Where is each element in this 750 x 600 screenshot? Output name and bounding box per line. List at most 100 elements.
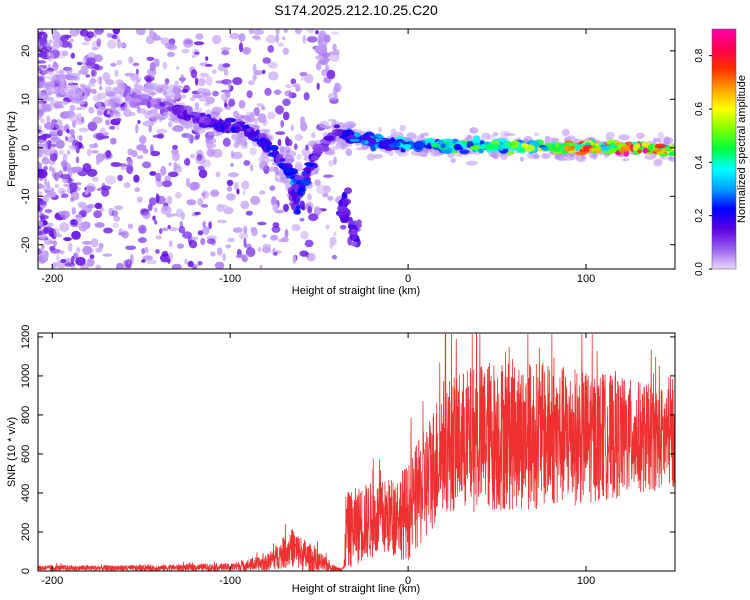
spectrogram-blob bbox=[256, 103, 265, 107]
spectrogram-blob bbox=[340, 217, 346, 223]
spectrogram-blob bbox=[196, 87, 207, 95]
spectrogram-blob bbox=[284, 158, 295, 162]
spectrogram-blob bbox=[257, 113, 267, 123]
spectrogram-blob bbox=[115, 117, 122, 122]
spectrogram-blob bbox=[147, 203, 153, 211]
spectrogram-blob bbox=[231, 126, 237, 133]
spectrogram-blob bbox=[149, 171, 157, 176]
spectrogram-blob bbox=[89, 254, 95, 260]
spectrogram-blob bbox=[574, 151, 587, 156]
spectrogram-blob bbox=[65, 73, 73, 81]
snr-y-tick-label: 0 bbox=[20, 568, 32, 574]
spectrogram-blob bbox=[64, 136, 69, 142]
spectrogram-blob bbox=[300, 230, 309, 240]
spectrogram-blob bbox=[266, 34, 276, 44]
spectrogram-blob bbox=[610, 147, 617, 154]
spectrogram-blob bbox=[283, 203, 289, 212]
spectrogram-blob bbox=[46, 115, 51, 123]
spectrogram-blob bbox=[125, 245, 137, 251]
spectrogram-blob bbox=[531, 140, 540, 148]
spectrogram-blob bbox=[299, 200, 305, 210]
spectrogram-blob bbox=[82, 245, 93, 256]
spectrogram-blob bbox=[39, 37, 48, 47]
spectrogram-blob bbox=[188, 236, 199, 240]
spectrogram-blob bbox=[236, 188, 240, 195]
spectrogram-blob bbox=[77, 135, 83, 140]
spectrogram-blob bbox=[210, 251, 216, 257]
spectrogram-blob bbox=[155, 172, 162, 182]
colorbar-tick-label: 0.0 bbox=[694, 262, 705, 276]
spectrogram-blob bbox=[42, 194, 50, 203]
spectrogram-blob bbox=[277, 42, 284, 47]
spectrogram-blob bbox=[71, 230, 81, 240]
snr-y-label: SNR (10 * v/v) bbox=[6, 417, 18, 487]
spectrogram-blob bbox=[541, 153, 551, 159]
spectrogram-blob bbox=[290, 78, 297, 85]
spectrogram-blob bbox=[54, 101, 63, 109]
spectrogram-blob bbox=[533, 132, 540, 137]
spectrogram-blob bbox=[324, 150, 336, 156]
spectrogram-blob bbox=[69, 29, 80, 37]
snr-x-tick-label: 100 bbox=[577, 575, 595, 587]
spectrogram-blob bbox=[155, 249, 160, 254]
spectrogram-blob bbox=[415, 141, 425, 149]
spectrogram-blob bbox=[38, 129, 42, 133]
spectrogram-blob bbox=[282, 47, 289, 55]
spectrogram-blob bbox=[62, 50, 69, 57]
spectrogram-blob bbox=[116, 83, 127, 91]
spectrogram-blob bbox=[232, 77, 243, 86]
spectrogram-blob bbox=[222, 63, 231, 68]
spectrogram-blob bbox=[245, 131, 257, 138]
spectrogram-blob bbox=[139, 135, 147, 145]
snr-x-tick-label: -100 bbox=[219, 575, 241, 587]
spectrogram-blob bbox=[171, 151, 180, 162]
spectrogram-blob bbox=[98, 242, 104, 249]
colorbar-tick-label: 0.6 bbox=[694, 102, 705, 116]
spectrogram-blob bbox=[665, 147, 672, 152]
spectrogram-blob bbox=[113, 95, 123, 103]
colorbar-tick-label: 0.4 bbox=[694, 155, 705, 169]
spectrogram-blob bbox=[152, 134, 163, 138]
spectrogram-blob bbox=[104, 91, 112, 95]
spectrogram-blob bbox=[327, 195, 334, 201]
spectrogram-blob bbox=[204, 109, 213, 116]
spectrogram-blob bbox=[331, 31, 339, 35]
spectrogram-blob bbox=[60, 160, 68, 168]
spectrogram-blob bbox=[450, 150, 459, 154]
spectrogram-blob bbox=[299, 250, 309, 257]
spectrogram-blob bbox=[469, 127, 479, 134]
snr-y-tick-label: 1000 bbox=[20, 364, 32, 388]
snr-x-label: Height of straight line (km) bbox=[292, 583, 420, 595]
spectrogram-blob bbox=[38, 248, 43, 258]
spectrogram-blob bbox=[261, 246, 272, 254]
spectrogram-blob bbox=[112, 29, 121, 35]
spectrogram-blob bbox=[97, 76, 102, 85]
spectrogram-blob bbox=[294, 134, 304, 141]
spectrogram-blob bbox=[291, 223, 301, 232]
spectrogram-blob bbox=[146, 101, 152, 109]
spectrogram-blob bbox=[341, 198, 351, 206]
spectrogram-blob bbox=[101, 188, 110, 197]
spectrogram-blob bbox=[181, 48, 190, 54]
spectrogram-blob bbox=[261, 157, 270, 165]
spectrogram-blob bbox=[563, 145, 570, 152]
spectrogram-blob bbox=[224, 102, 228, 108]
spectrogram-blob bbox=[69, 219, 78, 227]
spectrogram-blob bbox=[208, 131, 215, 136]
spectrogram-blob bbox=[306, 36, 318, 43]
spectrogram-blob bbox=[235, 136, 245, 145]
spectrogram-blob bbox=[55, 139, 65, 149]
spectrogram-blob bbox=[62, 193, 69, 198]
spectrogram-blob bbox=[186, 132, 191, 141]
spectrogram-blob bbox=[94, 222, 105, 228]
spectrogram-blob bbox=[297, 187, 306, 197]
spectrogram-blob bbox=[90, 238, 99, 248]
snr-x-tick-label: -200 bbox=[41, 575, 63, 587]
spectrogram-blob bbox=[48, 160, 56, 165]
spectrogram-blob bbox=[110, 103, 117, 111]
spectrogram-blob bbox=[238, 100, 246, 109]
spectrogram-blob bbox=[149, 116, 161, 120]
spectrogram-blob bbox=[299, 116, 306, 125]
